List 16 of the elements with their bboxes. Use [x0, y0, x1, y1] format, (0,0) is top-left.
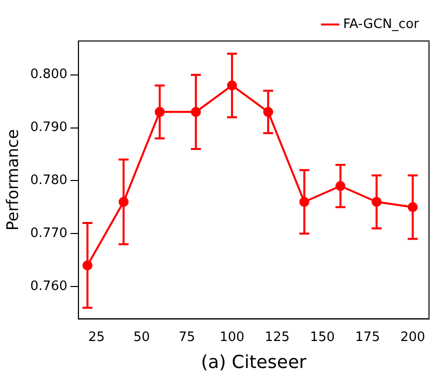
y-tick-label: 0.760	[30, 278, 68, 294]
y-tick-label: 0.770	[30, 226, 68, 241]
x-axis-title: (a) Citeseer	[200, 352, 308, 373]
x-tick-label: 150	[310, 330, 335, 345]
x-tick-label: 75	[178, 330, 196, 345]
y-tick-label: 0.790	[30, 120, 68, 136]
y-tick-label: 0.800	[30, 67, 68, 82]
x-tick-label: 50	[133, 330, 150, 345]
legend-label: FA-GCN_cor	[343, 16, 420, 32]
x-tick-label: 125	[264, 330, 290, 345]
x-tick-label: 25	[88, 330, 105, 345]
x-tick-label: 200	[400, 330, 426, 345]
x-tick-label: 100	[220, 330, 244, 345]
y-axis-title: Performance	[2, 129, 22, 231]
y-tick-label: 0.780	[30, 173, 68, 188]
x-tick-label: 175	[355, 330, 380, 345]
